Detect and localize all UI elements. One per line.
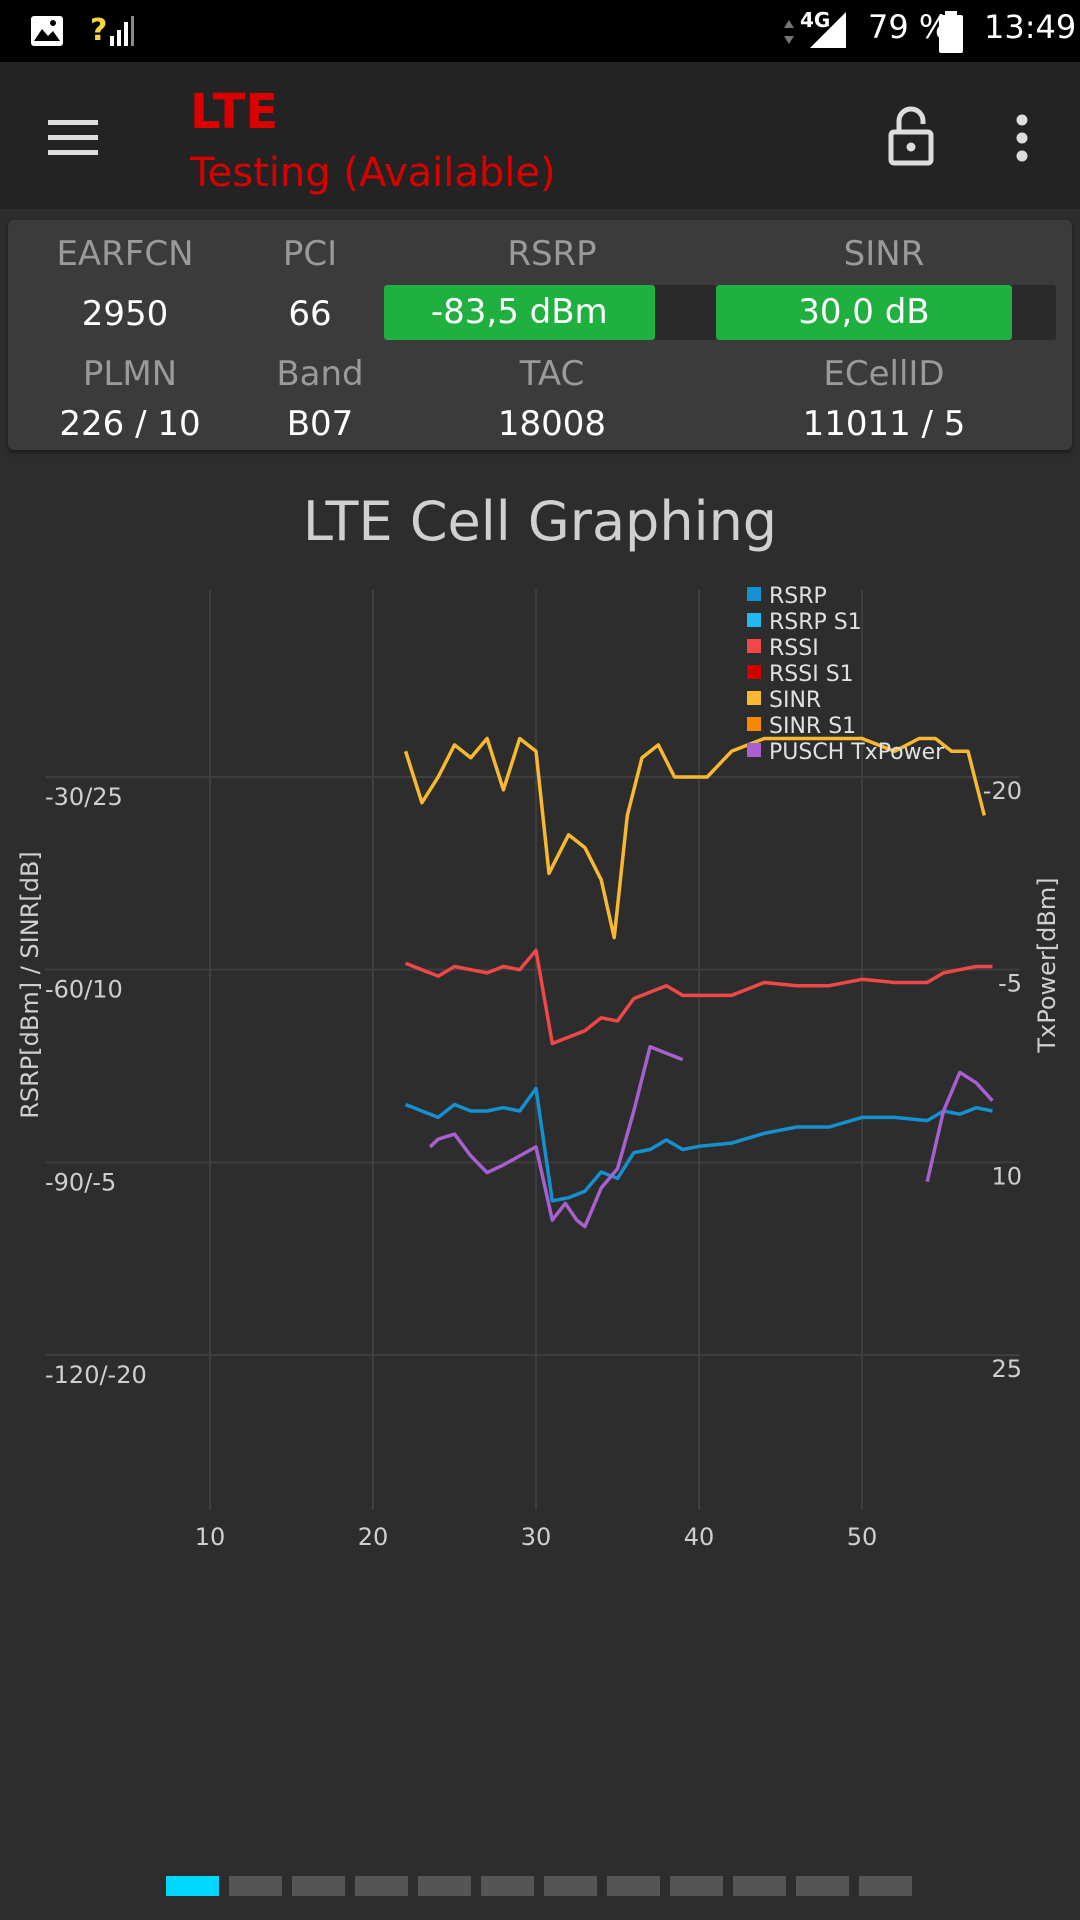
legend-swatch <box>747 665 761 679</box>
page-dot[interactable] <box>166 1876 219 1896</box>
page-dot[interactable] <box>670 1876 723 1896</box>
sinr-meter: 30,0 dB <box>716 285 1056 340</box>
rsrp-meter: -83,5 dBm <box>384 285 718 340</box>
y-tick-label-right: 25 <box>991 1355 1022 1383</box>
tac-label: TAC <box>519 354 585 394</box>
earfcn-value: 2950 <box>81 294 169 334</box>
tac-value: 18008 <box>497 404 607 444</box>
band-label: Band <box>276 354 364 394</box>
legend-swatch <box>747 691 761 705</box>
legend-swatch <box>747 717 761 731</box>
page-dot[interactable] <box>292 1876 345 1896</box>
legend-label: RSSI <box>769 636 819 661</box>
status-bar: ? 4G 79 % 13:49 <box>0 0 1080 62</box>
band-value: B07 <box>286 404 354 444</box>
series-rsrp <box>404 1086 993 1203</box>
rsrp-value: -83,5 dBm <box>430 292 608 332</box>
y-tick-label-left: -90/-5 <box>45 1168 116 1196</box>
series-pusch-txpower <box>925 1070 994 1182</box>
legend-swatch <box>747 587 761 601</box>
page-dot[interactable] <box>733 1876 786 1896</box>
y-tick-label-right: 10 <box>991 1162 1022 1190</box>
data-arrows-icon <box>784 20 794 44</box>
x-tick-label: 30 <box>521 1523 552 1551</box>
page-dot[interactable] <box>355 1876 408 1896</box>
series-rssi <box>404 948 993 1046</box>
page-dot[interactable] <box>544 1876 597 1896</box>
legend-label: RSSI S1 <box>769 662 854 687</box>
ecellid-label: ECellID <box>823 354 945 394</box>
legend-swatch <box>747 639 761 653</box>
cell-info-card: EARFCN PCI RSRP SINR 2950 66 -83,5 dBm 3… <box>8 220 1072 450</box>
y-tick-label-left: -120/-20 <box>45 1361 147 1389</box>
page-dot[interactable] <box>859 1876 912 1896</box>
battery-icon <box>939 11 963 53</box>
legend-label: RSRP S1 <box>769 610 862 635</box>
series-pusch-txpower <box>428 1044 684 1229</box>
legend-label: PUSCH TxPower <box>769 740 945 765</box>
app-bar: LTE Testing (Available) <box>0 62 1080 209</box>
pci-value: 66 <box>288 294 332 334</box>
page-dot[interactable] <box>796 1876 849 1896</box>
network-type: 4G <box>800 8 831 32</box>
pci-label: PCI <box>282 234 338 274</box>
legend-label: SINR S1 <box>769 714 856 739</box>
page-dot[interactable] <box>607 1876 660 1896</box>
plmn-label: PLMN <box>82 354 178 394</box>
earfcn-label: EARFCN <box>56 234 194 274</box>
clock: 13:49 <box>984 8 1077 46</box>
sinr-value: 30,0 dB <box>798 292 930 332</box>
page-dot[interactable] <box>481 1876 534 1896</box>
y-tick-label-right: -20 <box>983 777 1022 805</box>
svg-text:?: ? <box>90 13 107 48</box>
plmn-value: 226 / 10 <box>59 404 201 444</box>
page-subtitle: Testing (Available) <box>190 150 556 196</box>
page-dot[interactable] <box>229 1876 282 1896</box>
chart-title: LTE Cell Graphing <box>302 490 778 553</box>
lock-open-icon[interactable] <box>888 106 934 166</box>
page-title: LTE <box>190 84 279 140</box>
ecellid-value: 11011 / 5 <box>802 404 966 444</box>
y-tick-label-left: -60/10 <box>45 976 123 1004</box>
legend-label: SINR <box>769 688 821 713</box>
y-tick-label-left: -30/25 <box>45 783 123 811</box>
no-sim-signal-icon: ? <box>90 13 134 48</box>
rsrp-meter-fill <box>384 285 655 340</box>
legend-swatch <box>747 743 761 757</box>
menu-icon[interactable] <box>48 118 98 158</box>
x-tick-label: 50 <box>847 1523 878 1551</box>
legend-label: RSRP <box>769 584 827 609</box>
lte-chart[interactable]: 10 20 30 40 50 -30/25 -60/10 -90/-5 -120/-20 -20 -… <box>0 570 1080 1570</box>
sinr-label: SINR <box>843 234 925 274</box>
legend-swatch <box>747 613 761 627</box>
series-sinr <box>403 736 986 940</box>
y-axis-title-left: RSRP[dBm] / SINR[dB] <box>16 851 44 1119</box>
page-dot[interactable] <box>418 1876 471 1896</box>
cell-signal-icon <box>810 12 846 48</box>
x-tick-label: 10 <box>195 1523 226 1551</box>
x-tick-label: 20 <box>358 1523 389 1551</box>
y-axis-title-right: TxPower[dBm] <box>1033 877 1061 1053</box>
more-vert-icon[interactable] <box>1012 114 1032 164</box>
x-tick-label: 40 <box>684 1523 715 1551</box>
y-tick-label-right: -5 <box>998 970 1022 998</box>
sinr-meter-fill <box>716 285 1012 340</box>
rsrp-label: RSRP <box>507 234 597 274</box>
battery-percent: 79 % <box>868 8 950 46</box>
image-notification-icon <box>31 16 63 46</box>
